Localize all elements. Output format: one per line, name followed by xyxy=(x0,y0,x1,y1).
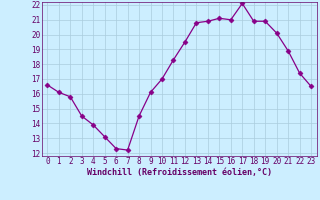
X-axis label: Windchill (Refroidissement éolien,°C): Windchill (Refroidissement éolien,°C) xyxy=(87,168,272,177)
